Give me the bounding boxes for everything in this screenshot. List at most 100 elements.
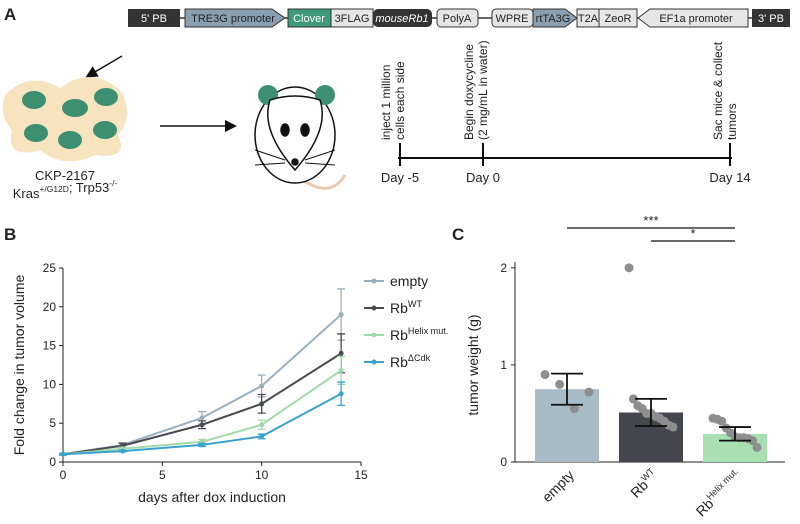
label-base: Rb [390,354,408,370]
label-base: Kras [13,186,40,201]
element [373,9,432,27]
legend-marker [371,278,377,284]
data-point [584,387,594,397]
data-point [540,370,550,380]
legend-label: RbWT [390,299,422,316]
day-label: Day -5 [381,170,419,185]
y-tick-label: 10 [43,377,57,391]
error-bar [551,372,583,406]
significance-label: *** [643,213,658,228]
error-bar [719,426,751,442]
point [120,448,126,454]
event-label: Begin doxycycline [462,44,476,140]
element-label: T2A [578,13,599,25]
data-point [555,379,565,389]
point [338,391,344,397]
x-tick-label: 10 [255,468,269,482]
x-axis-label: days after dox induction [138,489,286,505]
label-sup: -/- [109,178,117,188]
point [60,451,66,457]
panel-label: A [4,5,16,24]
label-base: Rb [390,327,408,343]
x-tick-label: empty [539,467,577,505]
element-label: EF1a promoter [659,13,733,25]
element [184,8,286,28]
data-point [717,416,727,426]
cells [2,76,128,162]
legend-label: RbΔCdk [390,353,431,370]
point [199,415,205,421]
cell-line: CKP-2167 [35,168,95,183]
y-tick-label: 2 [500,261,507,275]
event-label: cells each side [393,61,407,140]
y-tick-label: 0 [500,455,507,469]
series-line [62,313,342,456]
day-label: Day 0 [466,170,500,185]
y-tick-label: 5 [49,416,56,430]
mouse [254,85,347,190]
y-tick-label: 15 [43,339,57,353]
legend-marker [371,332,377,338]
event-label: inject 1 million [379,65,393,140]
x-tick-label: RbWT [626,466,661,501]
event-label: (2 mg/mL in water) [476,40,490,140]
panel-label: C [452,225,464,244]
error-bar [635,397,667,427]
data-point [748,436,758,446]
element [532,8,578,28]
legend-marker [371,359,377,365]
label-sup: WT [408,299,423,309]
data-point [752,442,762,452]
point [338,367,344,373]
element [752,9,790,27]
y-axis-label: Fold change in tumor volume [11,275,27,456]
element-label: TRE3G promoter [191,13,275,25]
data-point [668,422,678,432]
data-point [628,394,638,404]
element [598,8,638,28]
construct: 5' PB TRE3G promoter Clover 3FLAG mouseR… [128,8,790,28]
label-sup: Helix mut. [408,326,448,336]
label-base: Rb [390,300,408,316]
y-tick-label: 1 [500,358,507,372]
point [259,422,265,428]
x-tick-label: RbHelix mut. [692,466,745,519]
point [259,383,265,389]
element [128,9,180,27]
y-tick-label: 0 [49,455,56,469]
event-label: Sac mice & collect [711,41,725,140]
point [199,422,205,428]
element-label: 3FLAG [335,13,370,25]
element [637,8,749,28]
legend-label: RbHelix mut. [390,326,448,343]
legend-label: empty [390,273,428,289]
data-point [569,404,579,414]
point [338,312,344,318]
x-tick-label: 0 [60,468,67,482]
element-label: ZeoR [605,13,632,25]
element-label: 3' PB [758,13,784,25]
axis [62,268,361,463]
label-sup: Helix mut. [705,466,741,502]
y-axis-label: tumor weight (g) [465,314,481,415]
x-tick-label: 5 [159,468,166,482]
timeline [398,143,732,166]
event-label: tumors [725,103,739,140]
element-label: mouseRb1 [375,13,428,25]
significance-label: * [690,226,695,241]
x-tick-label: 15 [354,468,368,482]
element-label: PolyA [443,13,472,25]
legend-marker [371,305,377,311]
y-tick-label: 20 [43,300,57,314]
label-sup: +/G12D [39,184,68,194]
point [259,433,265,439]
genotype: Kras+/G12D; Trp53-/- [13,178,118,201]
point [259,401,265,407]
arrow [85,55,123,78]
panel-label: B [4,225,16,244]
point [338,350,344,356]
element-label: Clover [293,13,325,25]
data-point [624,263,634,273]
y-tick-label: 25 [43,261,57,275]
